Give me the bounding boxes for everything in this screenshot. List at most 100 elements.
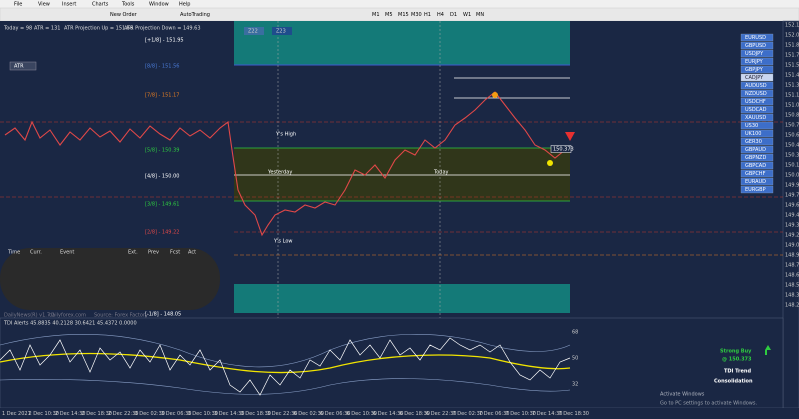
symbol-button[interactable]: [740, 169, 774, 178]
level-label: [5/8] - 150.39: [145, 148, 179, 154]
tdi-trend-label: TDI Trend: [724, 369, 751, 375]
timeframe-button[interactable]: W1: [463, 12, 471, 18]
symbol-button[interactable]: [740, 33, 774, 42]
symbol-button[interactable]: [740, 49, 774, 58]
timeframe-button[interactable]: M1: [372, 12, 380, 18]
news-header: Prev: [148, 250, 159, 256]
toolbar-button[interactable]: New Order: [110, 12, 138, 18]
zone-tab[interactable]: [244, 27, 264, 35]
news-footer: DailyNews(R) v1.7.1: [4, 313, 55, 319]
news-footer: dailyforex.com: [49, 313, 86, 319]
symbol-button[interactable]: [740, 161, 774, 170]
level-label: [+1/8] - 151.95: [145, 38, 184, 44]
time-axis-label: 6 Dec 10:30: [347, 411, 377, 417]
level-label: [-1/8] - 148.05: [145, 312, 181, 318]
chart-info: ATR Projection Down = 149.63: [124, 26, 201, 32]
symbol-button[interactable]: [740, 97, 774, 106]
news-header: Ext.: [128, 250, 138, 256]
menu-bar: [0, 0, 799, 8]
timeframe-button[interactable]: H4: [437, 12, 444, 18]
menu-item[interactable]: Help: [179, 2, 190, 8]
level-label: [2/8] - 149.22: [145, 230, 179, 236]
menu-item[interactable]: Insert: [62, 2, 76, 8]
time-axis-label: 6 Dec 14:30: [373, 411, 403, 417]
time-axis-label: 2 Dec 10:30: [29, 411, 59, 417]
price-axis-label: 151.020: [785, 103, 799, 109]
timeframe-button[interactable]: H1: [424, 12, 431, 18]
level-label: [8/8] - 151.56: [145, 64, 179, 70]
toolbar-button[interactable]: AutoTrading: [180, 12, 210, 18]
zone-label: Z22: [248, 29, 258, 35]
symbol-label: US30: [745, 123, 758, 129]
symbol-button[interactable]: [740, 121, 774, 130]
symbol-label: NZDUSD: [745, 91, 767, 97]
symbol-button[interactable]: [740, 137, 774, 146]
time-axis-label: 3 Dec 14:30: [214, 411, 244, 417]
news-header: Curr.: [30, 250, 42, 256]
zone-bottom: [234, 284, 570, 313]
marker-label: Y's High: [275, 132, 296, 138]
symbol-label: GBPAUD: [745, 147, 766, 153]
symbol-label: USDJPY: [745, 51, 764, 57]
symbol-label: EURAUD: [745, 179, 766, 185]
atr-button[interactable]: [9, 61, 37, 71]
buy-arrow: [765, 345, 771, 350]
symbol-button[interactable]: [740, 89, 774, 98]
symbol-button[interactable]: [740, 105, 774, 114]
menu-item[interactable]: Tools: [121, 2, 135, 8]
price-line: [4, 91, 566, 237]
timeframe-button[interactable]: M30: [411, 12, 422, 18]
tdi-price: @ 150.373: [722, 357, 752, 363]
price-axis-label: 149.760: [785, 193, 799, 199]
price-axis-label: 151.300: [785, 83, 799, 89]
time-axis-label: 6 Dec 06:30: [320, 411, 350, 417]
symbol-button[interactable]: [740, 145, 774, 154]
symbol-label: GBPNZD: [745, 155, 766, 161]
level-label: [4/8] - 150.00: [145, 174, 179, 180]
marker-label: Today: [433, 170, 449, 176]
zone-tab[interactable]: [272, 27, 292, 35]
price-tag: [550, 145, 572, 153]
price-axis-label: 152.140: [785, 23, 799, 29]
atr-label[interactable]: ATR: [14, 64, 24, 70]
chart-info: ATR = 131: [34, 26, 60, 32]
watermark-subtitle: Go to PC settings to activate Windows.: [660, 401, 757, 407]
symbol-button[interactable]: [740, 57, 774, 66]
symbol-button[interactable]: [740, 185, 774, 194]
time-axis-label: 7 Dec 10:30: [506, 411, 536, 417]
symbol-button[interactable]: [740, 41, 774, 50]
symbol-button[interactable]: [740, 81, 774, 90]
tdi-signal: Strong Buy: [720, 349, 752, 355]
news-header: Time: [7, 250, 20, 256]
symbol-label: EURUSD: [745, 35, 766, 41]
symbol-label: AUDUSD: [745, 83, 767, 89]
price-axis-label: 149.480: [785, 213, 799, 219]
tdi-rsi: [0, 337, 571, 396]
menu-item[interactable]: Charts: [92, 2, 109, 8]
tdi-signal: [0, 352, 571, 374]
level-label: [3/8] - 149.61: [145, 202, 179, 208]
timeframe-button[interactable]: D1: [450, 12, 457, 18]
symbol-button[interactable]: [740, 65, 774, 74]
symbol-button[interactable]: [740, 153, 774, 162]
price-axis-label: 148.220: [785, 303, 799, 309]
menu-item[interactable]: File: [14, 2, 22, 8]
symbol-button[interactable]: [740, 113, 774, 122]
timeframe-button[interactable]: MN: [476, 12, 484, 18]
symbol-button[interactable]: [740, 129, 774, 138]
time-axis-label: 7 Dec 02:30: [453, 411, 483, 417]
menu-item[interactable]: Window: [149, 2, 169, 8]
symbol-label: GBPCAD: [745, 163, 766, 169]
symbol-button[interactable]: [740, 177, 774, 186]
symbol-label: USDCHF: [745, 99, 766, 105]
price-axis-label: 150.740: [785, 123, 799, 129]
time-axis-label: 2 Dec 14:30: [55, 411, 85, 417]
timeframe-button[interactable]: M5: [385, 12, 393, 18]
time-axis-label: 1 Dec 2021: [2, 411, 31, 417]
symbol-button[interactable]: [740, 73, 774, 82]
price-axis-label: 150.880: [785, 113, 799, 119]
timeframe-button[interactable]: M15: [398, 12, 409, 18]
menu-item[interactable]: View: [38, 2, 50, 8]
